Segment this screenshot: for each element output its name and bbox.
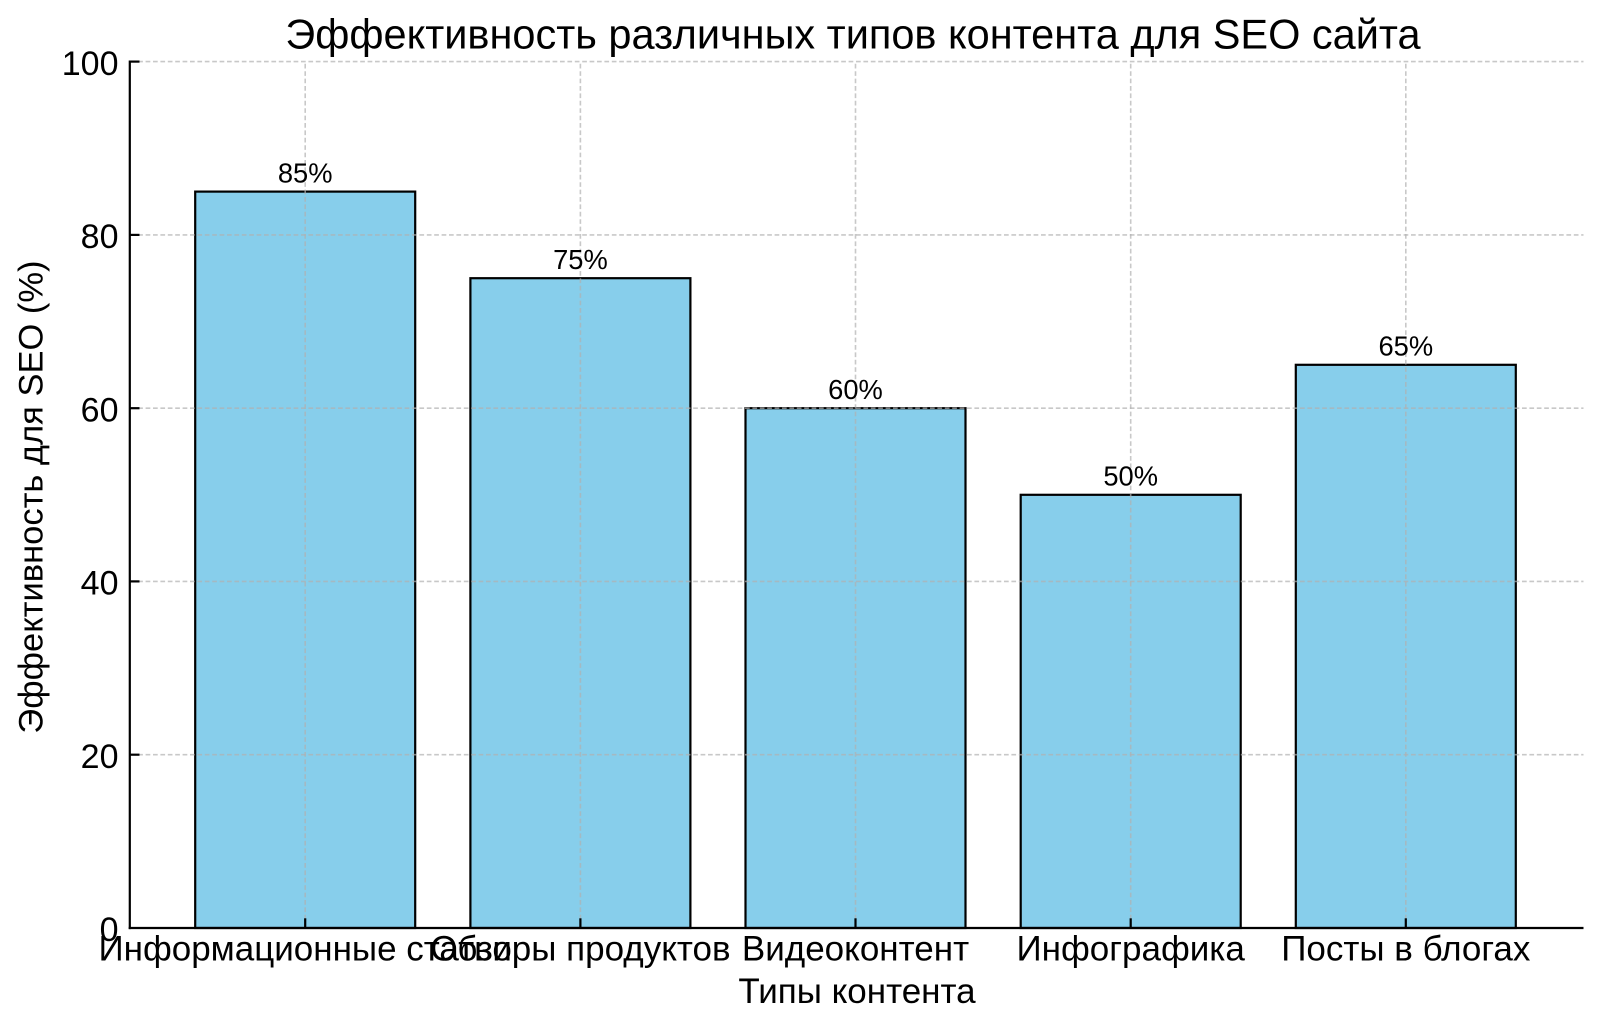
svg-text:Инфографика: Инфографика	[1017, 930, 1246, 969]
svg-text:Эффективность для SEO (%): Эффективность для SEO (%)	[13, 260, 51, 733]
svg-text:80: 80	[81, 218, 119, 256]
svg-text:50%: 50%	[1103, 461, 1158, 492]
svg-text:20: 20	[81, 738, 119, 776]
svg-text:100: 100	[62, 45, 119, 83]
svg-text:65%: 65%	[1378, 331, 1433, 362]
svg-text:75%: 75%	[553, 244, 608, 275]
svg-text:Обзоры продуктов: Обзоры продуктов	[430, 930, 730, 969]
svg-text:85%: 85%	[278, 158, 333, 189]
svg-text:60%: 60%	[828, 374, 883, 405]
svg-text:Посты в блогах: Посты в блогах	[1281, 930, 1531, 969]
svg-text:Информационные статьи: Информационные статьи	[98, 930, 511, 969]
svg-text:0: 0	[100, 911, 119, 949]
svg-text:Видеоконтент: Видеоконтент	[742, 930, 969, 969]
svg-text:Типы контента: Типы контента	[738, 972, 976, 1011]
svg-text:60: 60	[81, 391, 119, 429]
svg-text:Эффективность различных типов: Эффективность различных типов контента д…	[285, 10, 1421, 57]
svg-text:40: 40	[81, 565, 119, 603]
